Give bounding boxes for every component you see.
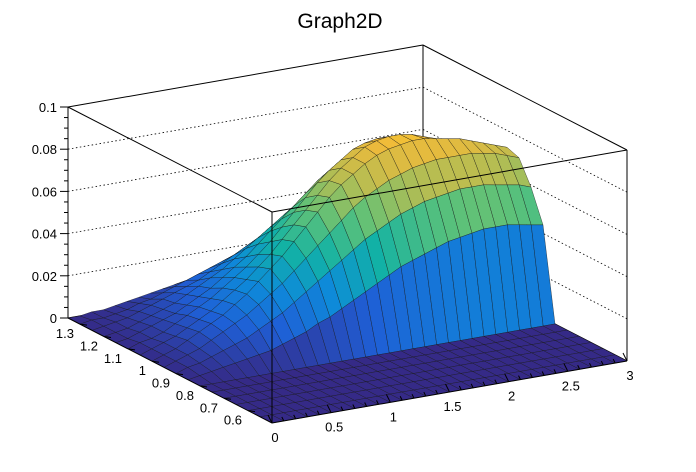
x-minor-tick	[305, 412, 308, 418]
x-minor-tick	[458, 385, 462, 391]
x-minor-tick	[518, 375, 521, 380]
z-gridline-back	[67, 129, 424, 192]
x-axis: 0 0.5 1 1.5 2 2.5 3	[267, 352, 634, 445]
right-top-edge	[422, 44, 628, 151]
y-tick-label: 1.2	[80, 339, 98, 354]
x-minor-tick	[352, 404, 356, 409]
x-tick-label: 3	[626, 368, 633, 383]
x-major-tick	[622, 352, 628, 362]
x-minor-tick	[376, 400, 379, 405]
z-tick-label: 0.1	[39, 100, 57, 115]
x-minor-tick	[529, 373, 533, 378]
front-top-edge	[271, 149, 628, 213]
z-tick-label: 0	[50, 311, 57, 326]
x-minor-tick	[293, 414, 297, 420]
y-tick-label: 1.1	[104, 351, 122, 366]
x-minor-tick	[553, 369, 557, 374]
x-tick-label: 0.5	[325, 420, 343, 435]
x-major-tick	[267, 414, 273, 424]
x-major-tick	[445, 383, 450, 393]
x-tick-label: 2	[508, 389, 515, 404]
x-minor-tick	[600, 360, 604, 366]
y-tick-label: 0.6	[224, 413, 242, 428]
x-minor-tick	[399, 396, 403, 401]
z-tick-label: 0.04	[32, 227, 57, 242]
x-tick-label: 1.5	[443, 399, 461, 414]
x-minor-tick	[541, 371, 545, 376]
x-minor-tick	[470, 383, 474, 389]
x-tick-label: 1	[390, 409, 397, 424]
y-tick-label: 0.9	[152, 376, 170, 391]
y-tick-label: 0.8	[176, 388, 194, 403]
x-minor-tick	[340, 406, 344, 411]
y-major-tick	[127, 348, 136, 351]
x-minor-tick	[589, 362, 592, 368]
y-major-tick	[175, 373, 184, 376]
y-tick-label: 0.7	[200, 400, 218, 415]
y-tick-label: 1.3	[56, 326, 74, 341]
y-major-tick	[223, 397, 232, 400]
y-major-tick	[79, 323, 88, 326]
y-axis: 0.6 0.7 0.8 0.9 1 1.1 1.2 1.3	[56, 323, 256, 428]
surface-mesh	[67, 134, 628, 424]
z-axis: 0 0.02 0.04 0.06 0.08 0.1	[32, 100, 68, 326]
x-minor-tick	[612, 358, 616, 364]
z-gridline-back	[67, 86, 424, 150]
y-major-tick	[199, 385, 208, 388]
x-minor-tick	[316, 410, 320, 415]
x-minor-tick	[435, 389, 439, 395]
x-tick-label: 2.5	[562, 378, 580, 393]
x-minor-tick	[364, 402, 368, 407]
x-major-tick	[385, 394, 391, 403]
x-minor-tick	[423, 391, 427, 397]
x-minor-tick	[482, 381, 486, 387]
x-major-tick	[504, 373, 510, 382]
y-major-tick	[103, 336, 112, 339]
chart-title: Graph2D	[297, 10, 382, 33]
z-tick-label: 0.06	[32, 184, 57, 199]
y-axis-line	[67, 317, 273, 424]
y-major-tick	[151, 360, 160, 363]
left-top-edge	[67, 106, 273, 213]
back-top-edge	[67, 44, 424, 108]
z-tick-label: 0.02	[32, 269, 57, 284]
x-tick-label: 0	[271, 430, 278, 445]
x-major-tick	[326, 404, 332, 413]
x-minor-tick	[494, 379, 498, 384]
x-major-tick	[563, 363, 569, 372]
y-major-tick	[247, 410, 256, 413]
x-minor-tick	[577, 365, 581, 370]
y-tick-label: 1	[139, 363, 146, 378]
x-minor-tick	[411, 393, 415, 399]
x-minor-tick	[281, 416, 285, 422]
z-tick-label: 0.08	[32, 142, 57, 157]
